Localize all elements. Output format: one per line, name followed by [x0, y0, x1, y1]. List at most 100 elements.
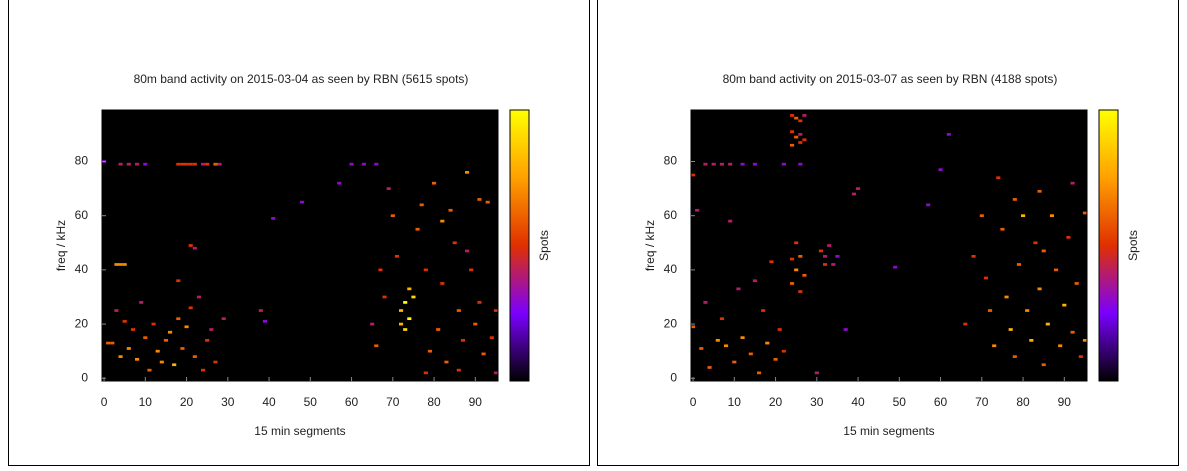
heatmap-cell	[798, 141, 803, 144]
heatmap-cell	[790, 130, 795, 134]
heatmap-cell	[423, 371, 428, 375]
heatmap-cell	[1082, 338, 1087, 342]
heatmap-cell	[176, 162, 181, 166]
heatmap-cell	[201, 368, 206, 372]
heatmap-cell	[773, 357, 778, 361]
heatmap-cell	[180, 162, 185, 166]
heatmap-cell	[1021, 214, 1026, 218]
x-tick-label: 80	[1016, 395, 1030, 409]
heatmap-cell	[135, 162, 140, 166]
heatmap-cell	[130, 328, 135, 331]
heatmap-cell	[798, 119, 803, 123]
heatmap-cell	[349, 162, 354, 166]
x-tick-label: 80	[427, 395, 441, 409]
heatmap-cell	[423, 268, 428, 272]
heatmap-cell	[1070, 330, 1075, 334]
heatmap-cell	[271, 217, 276, 220]
heatmap-cell	[378, 268, 383, 272]
x-tick-label: 40	[262, 395, 276, 409]
y-tick-label: 0	[670, 370, 677, 384]
heatmap-cell	[781, 349, 786, 353]
heatmap-cell	[126, 162, 131, 166]
heatmap-cell	[1041, 363, 1046, 367]
y-tick-label: 80	[664, 154, 678, 168]
heatmap-cell	[300, 200, 305, 204]
heatmap-cell	[262, 320, 267, 323]
heatmap-cell	[213, 162, 218, 166]
heatmap-cell	[757, 371, 762, 375]
heatmap-cell	[703, 162, 708, 166]
heatmap-cell	[1033, 241, 1038, 245]
heatmap-cell	[176, 279, 181, 283]
heatmap-cell	[337, 181, 342, 185]
heatmap-cell	[711, 162, 716, 166]
heatmap-cell	[1070, 181, 1075, 185]
heatmap-cell	[798, 290, 803, 293]
y-tick-label: 80	[75, 154, 89, 168]
x-tick-label: 20	[180, 395, 194, 409]
heatmap-cell	[481, 352, 486, 356]
heatmap-cell	[448, 208, 453, 212]
y-tick-label: 60	[75, 208, 89, 222]
chart-title: 80m band activity on 2015-03-04 as seen …	[134, 72, 469, 86]
y-axis-label: freq / kHz	[54, 220, 68, 271]
heatmap-cell	[188, 306, 193, 310]
heatmap-cell	[736, 287, 741, 291]
heatmap-cell	[1012, 355, 1017, 358]
heatmap-cell	[436, 328, 441, 331]
heatmap-cell	[106, 341, 111, 345]
heatmap-cell	[403, 301, 408, 304]
heatmap-cell	[217, 162, 222, 166]
chart-title: 80m band activity on 2015-03-07 as seen …	[723, 72, 1058, 86]
heatmap-cell	[221, 317, 226, 321]
heatmap-cell	[155, 349, 160, 353]
heatmap-cell	[728, 162, 733, 166]
heatmap-cell	[790, 114, 795, 117]
chart: 80m band activity on 2015-03-07 as seen …	[643, 72, 1140, 438]
heatmap-cell	[831, 263, 836, 266]
heatmap-cell	[802, 138, 807, 142]
heatmap-cell	[415, 227, 420, 231]
heatmap-cell	[963, 322, 968, 326]
heatmap-cell	[1041, 249, 1046, 253]
heatmap-cell	[213, 360, 218, 364]
heatmap-cell	[374, 162, 379, 166]
heatmap-cell	[172, 363, 177, 367]
heatmap-cell	[205, 162, 210, 166]
heatmap-cell	[946, 133, 951, 136]
heatmap-cell	[823, 254, 828, 258]
heatmap-cell	[765, 341, 770, 345]
heatmap-cell	[1029, 338, 1034, 342]
heatmap-cell	[456, 309, 461, 312]
heatmap-cell	[827, 244, 832, 247]
heatmap-cell	[728, 219, 733, 223]
heatmap-cell	[971, 254, 976, 258]
heatmap-cell	[370, 322, 375, 326]
heatmap-cell	[188, 244, 193, 247]
heatmap-cell	[465, 249, 470, 253]
y-tick-label: 20	[75, 316, 89, 330]
heatmap-cell	[719, 162, 724, 166]
heatmap-cell	[1054, 268, 1059, 272]
heatmap-cell	[691, 325, 696, 329]
x-tick-label: 0	[101, 395, 108, 409]
heatmap-cell	[361, 162, 366, 166]
heatmap-cell	[432, 181, 437, 185]
x-axis-label: 15 min segments	[254, 424, 345, 438]
x-tick-label: 50	[304, 395, 318, 409]
x-tick-label: 30	[221, 395, 235, 409]
heatmap-cell	[1066, 236, 1071, 239]
x-tick-label: 60	[345, 395, 359, 409]
heatmap-cell	[126, 347, 131, 350]
heatmap-cell	[996, 176, 1001, 180]
heatmap-cell	[122, 320, 127, 323]
heatmap-cell	[843, 328, 848, 331]
heatmap-cell	[983, 276, 988, 280]
heatmap-cell	[110, 341, 115, 345]
heatmap-cell	[258, 309, 263, 312]
heatmap-cell	[715, 338, 720, 342]
heatmap-cell	[184, 325, 189, 329]
heatmap-cell	[794, 135, 799, 139]
heatmap-cell	[752, 162, 757, 166]
heatmap-cell	[399, 309, 404, 312]
